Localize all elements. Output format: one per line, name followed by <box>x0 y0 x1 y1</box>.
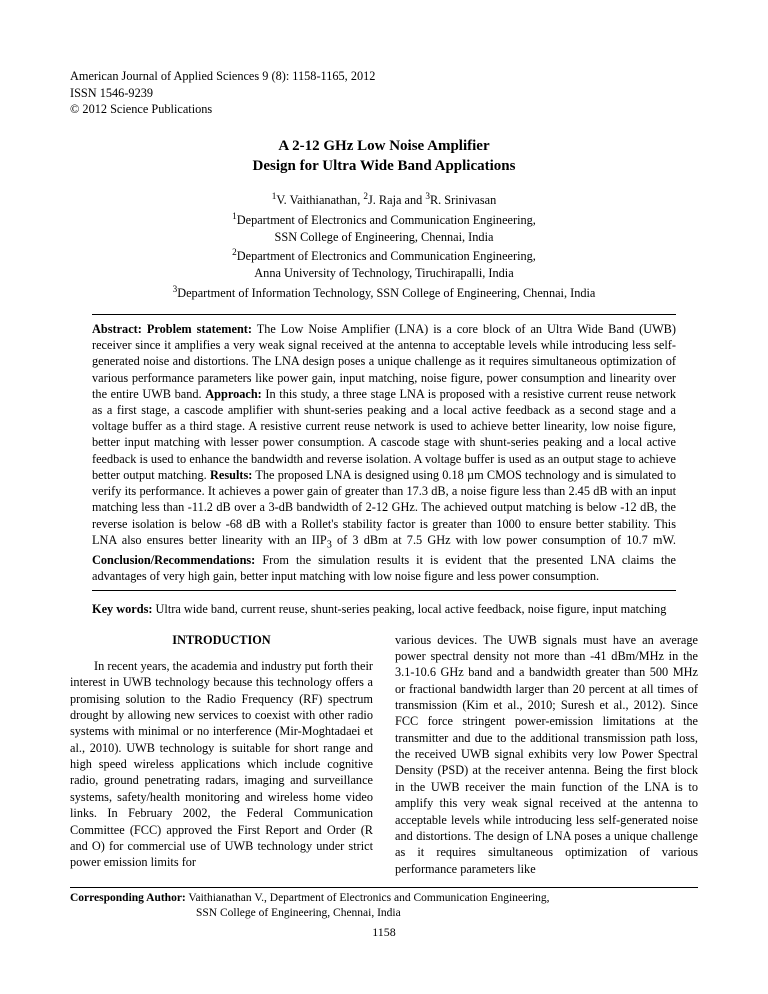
corresponding-label: Corresponding Author: <box>70 892 186 904</box>
abstract-re-label: Results: <box>210 468 252 482</box>
right-column: various devices. The UWB signals must ha… <box>395 632 698 877</box>
paper-title: A 2-12 GHz Low Noise Amplifier Design fo… <box>70 136 698 177</box>
intro-para-right: various devices. The UWB signals must ha… <box>395 632 698 877</box>
journal-info: American Journal of Applied Sciences 9 (… <box>70 68 698 118</box>
page-number: 1158 <box>70 924 698 940</box>
abstract-ps-label: Abstract: Problem statement: <box>92 322 252 336</box>
abstract: Abstract: Problem statement: The Low Noi… <box>92 314 676 591</box>
title-line1: A 2-12 GHz Low Noise Amplifier <box>70 136 698 156</box>
intro-para-left: In recent years, the academia and indust… <box>70 658 373 870</box>
authors-block: 1V. Vaithianathan, 2J. Raja and 3R. Srin… <box>70 190 698 302</box>
corresponding-line2: SSN College of Engineering, Chennai, Ind… <box>70 906 698 922</box>
aff2-text: Department of Electronics and Communicat… <box>237 249 536 263</box>
journal-line3: © 2012 Science Publications <box>70 101 698 118</box>
affiliation3: 3Department of Information Technology, S… <box>70 283 698 302</box>
body-columns: INTRODUCTION In recent years, the academ… <box>70 632 698 877</box>
affiliation2: 2Department of Electronics and Communica… <box>70 246 698 265</box>
abstract-re2: of 3 dBm at 7.5 GHz with low power consu… <box>332 533 676 547</box>
abstract-ap-label: Approach: <box>205 387 261 401</box>
keywords: Key words: Ultra wide band, current reus… <box>92 601 676 618</box>
corresponding-line1: Vaithianathan V., Department of Electron… <box>186 892 550 904</box>
affiliation1b: SSN College of Engineering, Chennai, Ind… <box>70 229 698 246</box>
author3: R. Srinivasan <box>430 193 496 207</box>
author2: J. Raja and <box>368 193 425 207</box>
aff3-text: Department of Information Technology, SS… <box>177 286 595 300</box>
authors-names: 1V. Vaithianathan, 2J. Raja and 3R. Srin… <box>70 190 698 209</box>
left-column: INTRODUCTION In recent years, the academ… <box>70 632 373 877</box>
journal-line1: American Journal of Applied Sciences 9 (… <box>70 68 698 85</box>
keywords-text: Ultra wide band, current reuse, shunt-se… <box>152 602 666 616</box>
abstract-co-label: Conclusion/Recommendations: <box>92 553 255 567</box>
journal-line2: ISSN 1546-9239 <box>70 85 698 102</box>
affiliation2b: Anna University of Technology, Tiruchira… <box>70 265 698 282</box>
aff1-text: Department of Electronics and Communicat… <box>237 213 536 227</box>
keywords-label: Key words: <box>92 602 152 616</box>
affiliation1: 1Department of Electronics and Communica… <box>70 210 698 229</box>
introduction-heading: INTRODUCTION <box>70 632 373 648</box>
author1: V. Vaithianathan, <box>276 193 363 207</box>
title-line2: Design for Ultra Wide Band Applications <box>70 156 698 176</box>
corresponding-author: Corresponding Author: Vaithianathan V., … <box>70 887 698 922</box>
